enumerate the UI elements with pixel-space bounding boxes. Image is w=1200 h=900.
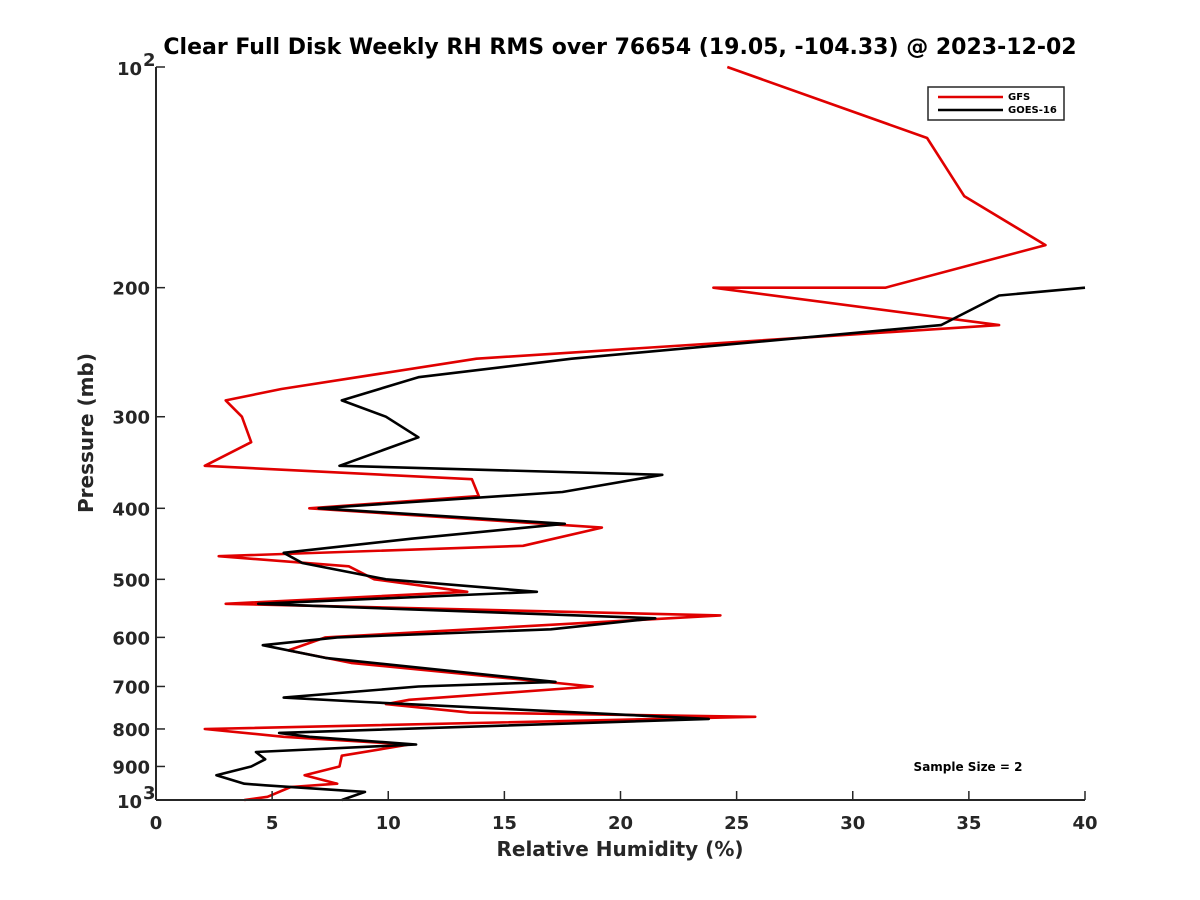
x-tick-label: 30 [840,813,865,834]
chart-title: Clear Full Disk Weekly RH RMS over 76654… [163,35,1076,60]
y-tick-label: 10 [117,59,142,80]
y-tick-label: 200 [112,279,150,300]
y-tick-exponent: 2 [143,50,156,71]
x-tick-label: 20 [608,813,633,834]
y-tick-label: 500 [112,570,150,591]
y-tick-label: 10 [117,792,142,813]
plot-area [156,67,1085,800]
sample-size-annotation: Sample Size = 2 [914,760,1023,774]
y-tick-exponent: 3 [143,783,156,804]
legend: GFS GOES-16 [927,86,1065,121]
y-tick-label: 400 [112,499,150,520]
series-layer [203,65,1086,802]
x-tick-label: 15 [492,813,517,834]
x-tick-label: 0 [150,813,163,834]
x-tick-label: 10 [376,813,401,834]
x-tick-label: 25 [724,813,749,834]
y-tick-label: 700 [112,677,150,698]
legend-label-goes16: GOES-16 [1008,105,1057,116]
y-tick-label: 300 [112,408,150,429]
x-axis-label: Relative Humidity (%) [496,837,743,861]
legend-box [927,86,1065,121]
legend-label-gfs: GFS [1008,92,1030,103]
y-tick-label: 900 [112,757,150,778]
x-ticks: 0 5 10 15 20 25 30 35 40 [150,791,1098,834]
x-tick-label: 35 [956,813,981,834]
x-tick-label: 40 [1072,813,1097,834]
x-tick-label: 5 [266,813,279,834]
y-tick-label: 600 [112,628,150,649]
series-line-goes16 [215,286,1086,802]
y-tick-label: 800 [112,720,150,741]
y-axis-label: Pressure (mb) [74,353,98,513]
